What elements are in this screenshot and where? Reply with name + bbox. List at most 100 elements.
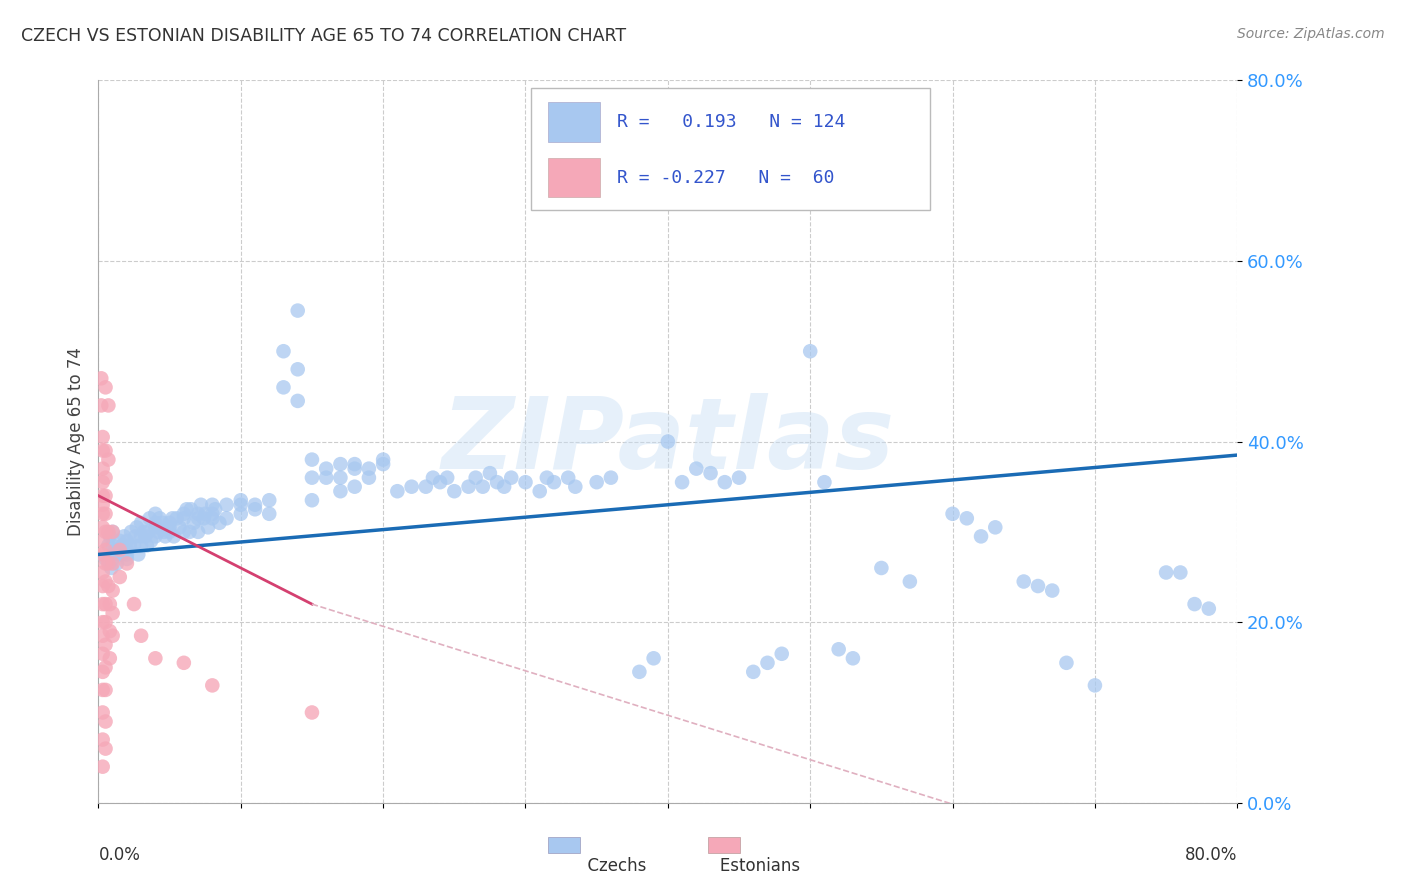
Point (329, 457, 352, 471)
Point (91, 507, 114, 521)
Text: R =   0.193   N = 124: R = 0.193 N = 124 (617, 113, 845, 131)
Point (91, 475, 114, 490)
Point (91, 461, 114, 475)
Point (728, 471, 751, 485)
Point (457, 480, 479, 494)
Point (91, 647, 114, 661)
Point (145, 520, 167, 534)
Point (1084, 678, 1107, 692)
Point (187, 524, 209, 539)
Point (529, 484, 551, 499)
Point (115, 533, 138, 548)
Point (1184, 597, 1206, 611)
Point (94, 615, 117, 630)
Point (91, 498, 114, 512)
Point (169, 520, 191, 534)
Point (486, 475, 509, 490)
Point (145, 651, 167, 665)
Point (173, 656, 195, 670)
Point (215, 511, 238, 525)
Point (108, 533, 131, 548)
Point (190, 498, 212, 512)
Point (197, 520, 219, 534)
Point (97, 538, 120, 552)
Text: 80.0%: 80.0% (1185, 847, 1237, 864)
Point (628, 665, 651, 679)
Point (108, 542, 131, 557)
Point (984, 520, 1007, 534)
Point (149, 511, 172, 525)
Point (101, 606, 124, 620)
Point (813, 475, 835, 490)
Point (98, 529, 121, 543)
Point (136, 524, 159, 539)
Point (145, 516, 167, 530)
Point (94, 714, 117, 729)
Point (287, 303, 309, 318)
Point (329, 471, 352, 485)
Point (301, 471, 323, 485)
Point (162, 511, 184, 525)
Point (94, 443, 117, 458)
FancyBboxPatch shape (548, 158, 599, 197)
Point (194, 507, 217, 521)
Text: Czechs              Estonians: Czechs Estonians (536, 857, 800, 875)
Point (90, 398, 112, 412)
Point (91, 706, 114, 720)
Point (478, 466, 501, 480)
Point (699, 466, 721, 480)
Point (101, 548, 124, 562)
FancyBboxPatch shape (531, 87, 929, 211)
Point (173, 511, 195, 525)
Point (494, 480, 516, 494)
Point (112, 529, 135, 543)
Point (91, 533, 114, 548)
Point (90, 371, 112, 385)
Point (287, 393, 309, 408)
Point (229, 493, 252, 508)
Point (153, 524, 176, 539)
Point (129, 516, 152, 530)
Point (657, 434, 679, 449)
Point (91, 548, 114, 562)
Point (770, 647, 793, 661)
Point (315, 461, 337, 475)
Point (564, 480, 586, 494)
Point (101, 557, 124, 571)
Point (1170, 566, 1192, 580)
Point (176, 502, 198, 516)
Point (135, 538, 157, 552)
Point (870, 561, 893, 575)
Point (91, 566, 114, 580)
Point (464, 471, 486, 485)
Point (828, 642, 851, 657)
Point (343, 461, 366, 475)
Point (343, 480, 366, 494)
Point (436, 471, 458, 485)
Point (94, 471, 117, 485)
Point (122, 538, 145, 552)
Point (94, 557, 117, 571)
Point (127, 548, 149, 562)
Point (148, 524, 170, 539)
FancyBboxPatch shape (707, 838, 740, 854)
Point (243, 498, 266, 512)
Point (301, 493, 323, 508)
Point (97, 557, 120, 571)
Point (201, 678, 224, 692)
Point (94, 542, 117, 557)
Point (643, 651, 665, 665)
Point (204, 502, 226, 516)
FancyBboxPatch shape (548, 102, 599, 142)
Point (105, 557, 128, 571)
Point (101, 552, 124, 566)
Point (208, 516, 231, 530)
Point (97, 398, 120, 412)
Point (956, 511, 979, 525)
Point (193, 511, 215, 525)
Point (163, 529, 186, 543)
Point (742, 665, 765, 679)
Point (91, 597, 114, 611)
Point (373, 452, 395, 467)
Point (301, 706, 323, 720)
